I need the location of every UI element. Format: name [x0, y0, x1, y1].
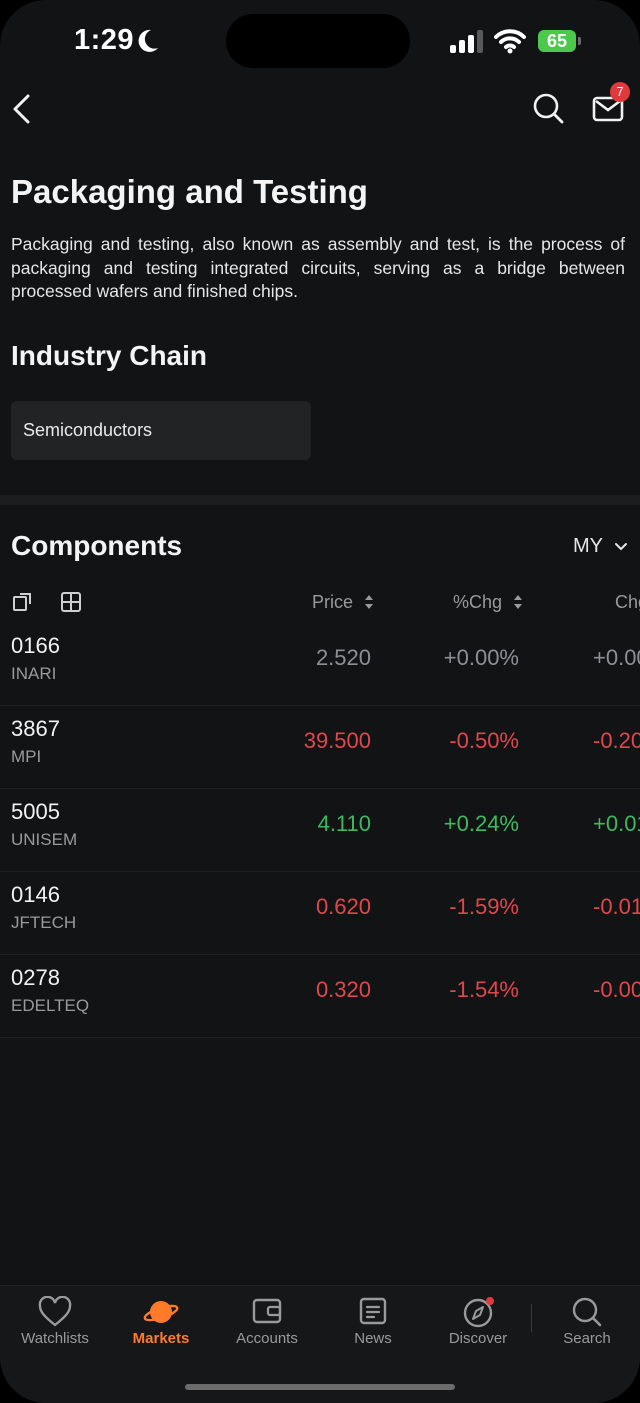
wallet-icon [252, 1298, 282, 1324]
stock-price: 2.520 [315, 645, 371, 670]
column-price-label: Price [312, 592, 354, 612]
stock-row[interactable]: 3867 MPI 39.500 -0.50% -0.200 [0, 705, 640, 789]
chevron-down-icon [615, 543, 628, 551]
stock-row[interactable]: 0166 INARI 2.520 +0.00% +0.000 [0, 622, 640, 706]
stock-row[interactable]: 0146 JFTECH 0.620 -1.59% -0.010 [0, 871, 640, 955]
stock-pct-change: -1.54% [449, 977, 519, 1002]
tab-label: Watchlists [21, 1330, 89, 1347]
stock-row[interactable]: 0278 EDELTEQ 0.320 -1.54% -0.005 [0, 954, 640, 1038]
planet-icon [143, 1301, 179, 1323]
column-pct[interactable]: %Chg [453, 592, 523, 613]
signal-icon [450, 30, 483, 53]
section-divider [0, 495, 640, 505]
stock-pct-change: -0.50% [449, 728, 519, 753]
column-chg-label: Chg [615, 592, 640, 612]
stock-price: 4.110 [317, 811, 371, 836]
compass-icon [463, 1297, 494, 1328]
stock-name: MPI [11, 747, 42, 766]
components-heading: Components [11, 530, 183, 561]
back-icon[interactable] [10, 94, 34, 124]
stock-row[interactable]: 5005 UNISEM 4.110 +0.24% +0.010 [0, 788, 640, 872]
grid-icon[interactable] [60, 591, 82, 613]
column-chg[interactable]: Chg [615, 592, 640, 613]
home-indicator [185, 1384, 455, 1390]
stock-code: 0278 [11, 965, 60, 990]
tab-label: Accounts [236, 1330, 298, 1347]
stock-pct-change: +0.00% [443, 645, 519, 670]
battery-level: 65 [546, 31, 568, 51]
tab-separator [531, 1304, 532, 1332]
search-icon[interactable] [532, 92, 564, 124]
battery-cap [578, 37, 581, 45]
stock-code: 0146 [11, 882, 60, 907]
stock-name: UNISEM [11, 830, 78, 849]
page-description: Packaging and testing, also known as ass… [11, 234, 625, 301]
stock-pct-change: +0.24% [443, 811, 519, 836]
stock-name: INARI [11, 664, 57, 683]
stock-change: -0.200 [593, 728, 640, 753]
tab-bar: Watchlists Markets Accounts News [0, 1285, 640, 1403]
stock-change: -0.005 [593, 977, 640, 1002]
stock-price: 39.500 [303, 728, 371, 753]
stock-code: 0166 [11, 633, 60, 658]
battery-icon: 65 [538, 30, 576, 52]
stock-price: 0.320 [315, 977, 371, 1002]
dynamic-island [226, 14, 410, 68]
stock-price: 0.620 [315, 894, 371, 919]
copy-icon[interactable] [12, 592, 34, 612]
stock-change: -0.010 [593, 894, 640, 919]
stock-code: 3867 [11, 716, 60, 741]
market-selector[interactable]: MY [573, 535, 628, 558]
sort-icon [514, 595, 523, 609]
chip-label: Semiconductors [23, 420, 153, 440]
mail-icon[interactable] [592, 94, 624, 122]
sort-icon [365, 595, 374, 609]
mail-badge: 7 [610, 82, 630, 102]
status-time: 1:29 [74, 24, 135, 56]
industry-chain-chip[interactable]: Semiconductors [11, 401, 311, 460]
wifi-icon [494, 29, 526, 54]
tab-label: Search [563, 1330, 611, 1347]
tab-label: News [354, 1330, 392, 1347]
news-icon [359, 1297, 387, 1325]
page-title: Packaging and Testing [11, 173, 368, 210]
heart-icon [38, 1296, 72, 1327]
column-pct-label: %Chg [453, 592, 503, 612]
search-icon [572, 1297, 602, 1327]
stock-name: EDELTEQ [11, 996, 90, 1015]
column-price[interactable]: Price [312, 592, 374, 613]
stock-code: 5005 [11, 799, 60, 824]
tab-label: Discover [448, 1330, 508, 1347]
stock-pct-change: -1.59% [449, 894, 519, 919]
stock-name: JFTECH [11, 913, 77, 932]
stock-change: +0.010 [593, 811, 640, 836]
industry-chain-heading: Industry Chain [11, 340, 208, 371]
stock-change: +0.000 [593, 645, 640, 670]
tab-label: Markets [132, 1330, 190, 1347]
moon-icon [138, 29, 158, 52]
market-label: MY [573, 535, 603, 557]
